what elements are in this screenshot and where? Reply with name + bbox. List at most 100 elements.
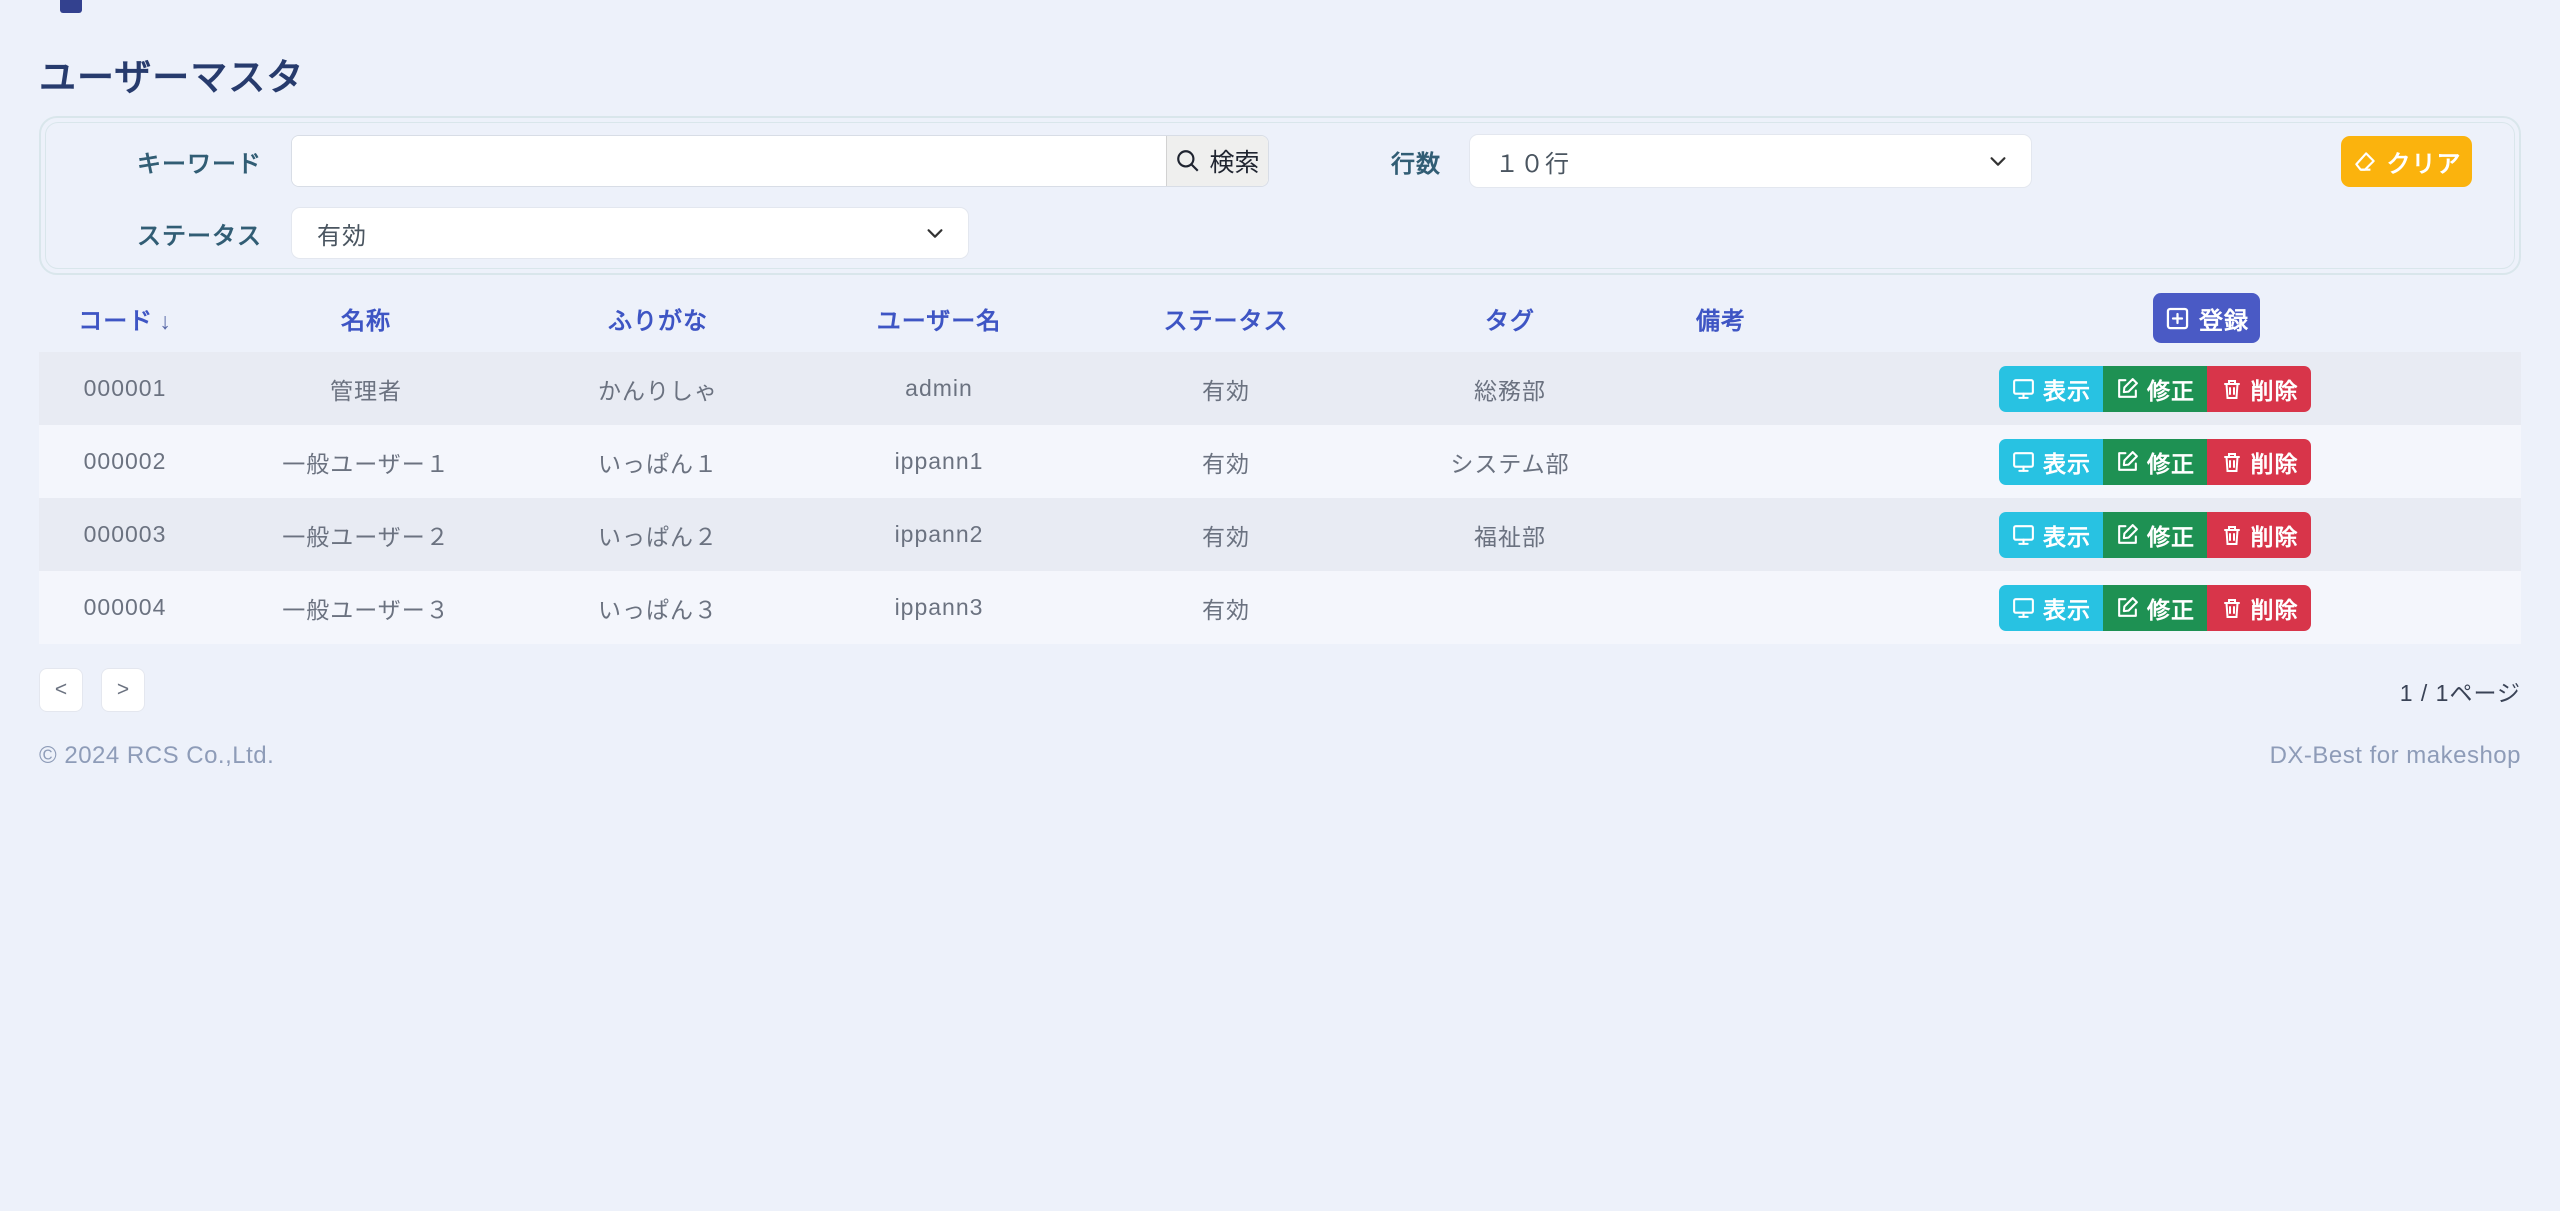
delete-button-label: 削除	[2250, 450, 2299, 477]
cell-status: 有効	[1202, 450, 1250, 477]
row-action-group: 表示 修正 削除	[1999, 511, 2311, 558]
view-button-label: 表示	[2043, 377, 2091, 404]
edit-button-label: 修正	[2147, 596, 2195, 623]
cell-furigana: かんりしゃ	[598, 377, 718, 404]
monitor-icon	[2013, 525, 2034, 546]
delete-button-label: 削除	[2250, 596, 2299, 623]
edit-pencil-icon	[2118, 451, 2138, 472]
edit-pencil-icon	[2118, 597, 2138, 618]
cell-code: 000004	[83, 594, 167, 621]
edit-pencil-icon	[2118, 378, 2138, 399]
row-action-group: 表示 修正 削除	[1999, 438, 2311, 485]
search-panel-inner: キーワード 検索 行数 １０行 クリア	[45, 122, 2515, 270]
cell-furigana: いっぱん１	[598, 450, 718, 477]
eraser-icon	[2354, 152, 2375, 172]
monitor-icon	[2013, 379, 2034, 400]
delete-button-label: 削除	[2250, 377, 2299, 404]
view-button-label: 表示	[2043, 523, 2091, 550]
register-button[interactable]: 登録	[2153, 293, 2260, 344]
edit-button-label: 修正	[2147, 523, 2195, 550]
trash-icon	[2223, 379, 2240, 399]
edit-button-label: 修正	[2147, 377, 2195, 404]
view-button[interactable]: 表示	[1999, 511, 2103, 558]
header-furigana: ふりがな	[608, 307, 708, 335]
register-button-label: 登録	[2199, 307, 2249, 335]
cell-username: ippann3	[894, 594, 984, 621]
trash-icon	[2223, 452, 2240, 472]
clear-button-label: クリア	[2386, 150, 2462, 178]
delete-button-label: 削除	[2250, 523, 2299, 550]
cell-code: 000001	[83, 375, 167, 402]
edit-button[interactable]: 修正	[2103, 511, 2207, 558]
edit-button[interactable]: 修正	[2103, 584, 2207, 631]
cell-name: 一般ユーザー３	[282, 596, 450, 623]
cell-tag: 総務部	[1474, 377, 1546, 404]
clear-button[interactable]: クリア	[2341, 135, 2472, 187]
chevron-down-icon	[1990, 157, 2006, 167]
edit-button-label: 修正	[2147, 450, 2195, 477]
rows-select[interactable]: １０行	[1469, 134, 2032, 189]
pagination: < > 1 / 1ページ	[39, 668, 2521, 714]
page-info: 1 / 1ページ	[2399, 680, 2521, 707]
table-row: 000004 一般ユーザー３ いっぱん３ ippann3 有効 表示 修正 削除	[39, 571, 2521, 645]
header-name: 名称	[341, 307, 391, 335]
edit-button[interactable]: 修正	[2103, 438, 2207, 485]
page-title: ユーザーマスタ	[39, 57, 305, 98]
header-code[interactable]: コード ↓	[39, 301, 211, 336]
cell-furigana: いっぱん３	[598, 596, 718, 623]
cell-code: 000002	[83, 448, 167, 475]
status-select[interactable]: 有効	[291, 207, 969, 260]
row-action-group: 表示 修正 削除	[1999, 365, 2311, 412]
cell-name: 管理者	[330, 377, 402, 404]
view-button-label: 表示	[2043, 450, 2091, 477]
prev-page-button[interactable]: <	[39, 668, 83, 713]
rows-label: 行数	[1391, 150, 1441, 178]
header-note: 備考	[1696, 307, 1746, 335]
plus-square-icon	[2166, 307, 2189, 330]
cell-username: ippann1	[894, 448, 984, 475]
delete-button[interactable]: 削除	[2207, 438, 2311, 485]
product-name-text: DX-Best for makeshop	[2269, 742, 2521, 770]
status-filter-row: ステータス 有効	[46, 207, 2472, 260]
table-row: 000003 一般ユーザー２ いっぱん２ ippann2 有効 福祉部 表示 修…	[39, 498, 2521, 572]
search-panel: キーワード 検索 行数 １０行 クリア	[39, 116, 2521, 276]
delete-button[interactable]: 削除	[2207, 584, 2311, 631]
header-status: ステータス	[1163, 307, 1289, 335]
row-actions: 表示 修正 削除	[1791, 365, 2521, 412]
footer: © 2024 RCS Co.,Ltd. DX-Best for makeshop	[39, 742, 2521, 770]
cell-tag: 福祉部	[1474, 523, 1546, 550]
cell-tag: システム部	[1450, 450, 1570, 477]
delete-button[interactable]: 削除	[2207, 365, 2311, 412]
header-code-label: コード	[78, 307, 154, 335]
search-icon	[1177, 150, 1200, 172]
edit-button[interactable]: 修正	[2103, 365, 2207, 412]
cell-name: 一般ユーザー１	[282, 450, 450, 477]
search-button-label: 検索	[1209, 149, 1260, 178]
view-button[interactable]: 表示	[1999, 438, 2103, 485]
cell-code: 000003	[83, 521, 167, 548]
view-button-label: 表示	[2043, 596, 2091, 623]
chevron-down-icon	[927, 229, 943, 239]
status-label: ステータス	[137, 222, 262, 250]
delete-button[interactable]: 削除	[2207, 511, 2311, 558]
sort-desc-icon: ↓	[159, 307, 172, 334]
search-button[interactable]: 検索	[1166, 136, 1268, 187]
keyword-input-group: 検索	[291, 135, 1269, 188]
keyword-input[interactable]	[292, 136, 1166, 187]
status-select-value: 有効	[317, 222, 367, 250]
copyright-text: © 2024 RCS Co.,Ltd.	[39, 742, 275, 770]
row-actions: 表示 修正 削除	[1791, 438, 2521, 485]
table-header-row: コード ↓ 名称 ふりがな ユーザー名 ステータス タグ 備考 登録	[39, 284, 2521, 352]
cell-status: 有効	[1202, 596, 1250, 623]
keyword-label: キーワード	[137, 150, 262, 178]
view-button[interactable]: 表示	[1999, 584, 2103, 631]
row-actions: 表示 修正 削除	[1791, 511, 2521, 558]
trash-icon	[2223, 598, 2240, 618]
monitor-icon	[2013, 452, 2034, 473]
view-button[interactable]: 表示	[1999, 365, 2103, 412]
next-page-button[interactable]: >	[101, 668, 145, 713]
cell-status: 有効	[1202, 377, 1250, 404]
table-row: 000001 管理者 かんりしゃ admin 有効 総務部 表示 修正 削除	[39, 352, 2521, 426]
user-table: コード ↓ 名称 ふりがな ユーザー名 ステータス タグ 備考 登録 000001…	[39, 284, 2521, 645]
